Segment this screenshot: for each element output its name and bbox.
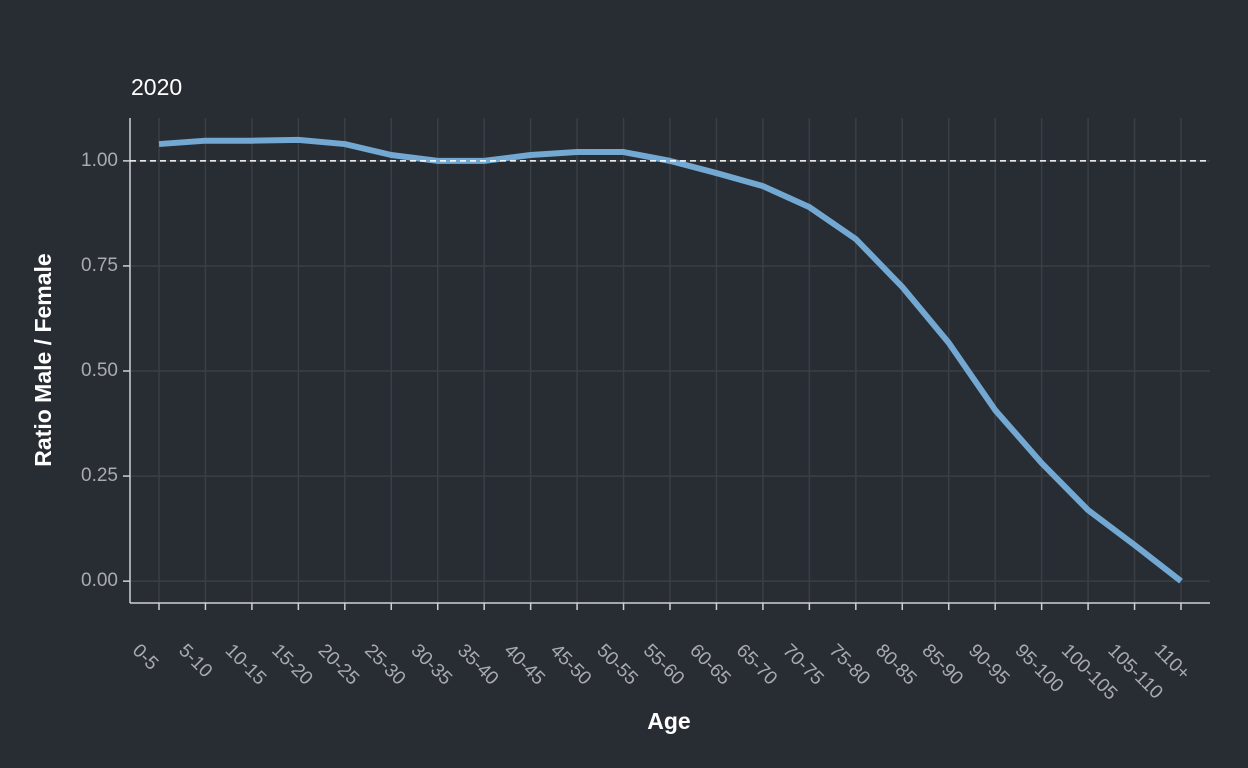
x-tick-label: 80-85 <box>871 640 920 689</box>
x-tick-label: 65-70 <box>732 640 781 689</box>
x-tick-label: 75-80 <box>825 640 874 689</box>
x-tick-label: 45-50 <box>546 640 595 689</box>
x-tick-label: 35-40 <box>453 640 502 689</box>
x-tick-label: 90-95 <box>964 640 1013 689</box>
chart-title: 2020 <box>131 74 182 100</box>
x-tick-label: 70-75 <box>778 640 827 689</box>
x-tick-label: 10-15 <box>221 640 270 689</box>
x-tick-label: 20-25 <box>314 640 363 689</box>
x-axis-label: Age <box>647 708 690 734</box>
x-tick-label: 15-20 <box>267 640 316 689</box>
y-axis-label: Ratio Male / Female <box>30 253 56 466</box>
x-tick-label: 60-65 <box>685 640 734 689</box>
y-tick-label: 1.00 <box>81 150 118 171</box>
y-tick-label: 0.00 <box>81 570 118 591</box>
x-tick-label: 40-45 <box>500 640 549 689</box>
x-tick-label: 25-30 <box>360 640 409 689</box>
y-tick-label: 0.25 <box>81 465 118 486</box>
x-tick-label: 95-100 <box>1011 640 1068 697</box>
x-tick-label: 50-55 <box>592 640 641 689</box>
y-tick-label: 0.75 <box>81 255 118 276</box>
x-tick-label: 0-5 <box>128 640 162 674</box>
x-tick-label: 5-10 <box>174 640 216 682</box>
x-tick-label: 30-35 <box>407 640 456 689</box>
x-tick-label: 55-60 <box>639 640 688 689</box>
x-tick-label: 85-90 <box>918 640 967 689</box>
y-tick-label: 0.50 <box>81 360 118 381</box>
